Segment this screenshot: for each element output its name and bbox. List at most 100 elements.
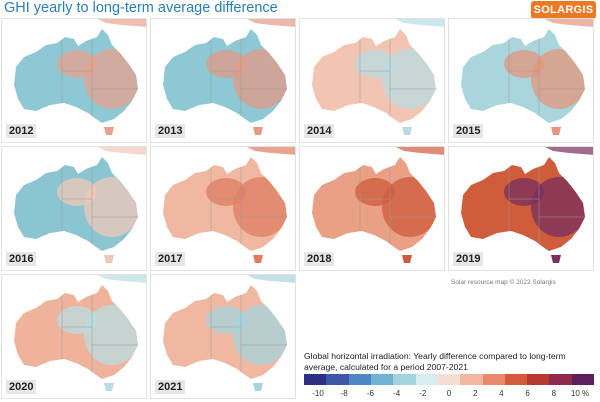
- anomaly-patch: [84, 49, 138, 109]
- page-title: GHI yearly to long-term average differen…: [4, 0, 278, 16]
- tasmania-shape: [402, 127, 412, 135]
- anomaly-patch: [206, 178, 246, 206]
- australia-map: [163, 275, 295, 391]
- legend-color-scale: [304, 374, 595, 385]
- year-label: 2020: [6, 380, 37, 394]
- tasmania-shape: [402, 255, 412, 263]
- anomaly-patch: [84, 177, 138, 237]
- papua-region: [247, 147, 295, 155]
- australia-map: [14, 147, 146, 263]
- legend-tick-label: 2: [472, 389, 478, 398]
- legend-tick-label: -2: [419, 389, 427, 398]
- legend-swatch: [348, 374, 371, 385]
- australia-map: [461, 19, 593, 135]
- year-label: 2012: [6, 124, 37, 138]
- anomaly-patch: [57, 306, 97, 334]
- year-label: 2016: [6, 252, 37, 266]
- legend-tick-label: 4: [499, 389, 504, 398]
- legend-tick-label: 0: [446, 389, 452, 398]
- legend-swatch: [415, 374, 438, 385]
- legend-tick-label: -8: [340, 389, 348, 398]
- credit-text: Solar resource map © 2022 Solargis: [451, 279, 556, 286]
- map-panel-2016: 2016: [1, 146, 147, 271]
- anomaly-patch: [57, 50, 97, 78]
- australia-map: [312, 19, 444, 135]
- map-panel-2015: 2015: [448, 18, 594, 143]
- anomaly-patch: [206, 50, 246, 78]
- papua-region: [98, 275, 146, 283]
- anomaly-patch: [382, 49, 436, 109]
- legend-swatch: [370, 374, 394, 385]
- anomaly-patch: [233, 305, 287, 365]
- year-label: 2014: [304, 124, 335, 138]
- tasmania-shape: [253, 127, 263, 135]
- legend-description: Global horizontal irradiation: Yearly di…: [304, 351, 566, 372]
- anomaly-patch: [165, 327, 217, 363]
- anomaly-patch: [165, 199, 217, 235]
- legend-swatch: [504, 374, 528, 385]
- papua-region: [247, 275, 295, 283]
- legend-tick-label: -6: [366, 389, 374, 398]
- map-panel-2020: 2020: [1, 274, 147, 399]
- legend-swatch: [460, 374, 483, 385]
- legend-tick-label: 8: [551, 389, 557, 398]
- anomaly-patch: [382, 177, 436, 237]
- legend-tick-label: 10 %: [570, 389, 590, 398]
- tasmania-shape: [253, 383, 263, 391]
- anomaly-patch: [314, 71, 366, 107]
- papua-region: [396, 19, 444, 27]
- anomaly-patch: [16, 327, 68, 363]
- tasmania-shape: [551, 127, 561, 135]
- legend-swatch: [527, 374, 550, 385]
- map-panel-2017: 2017: [150, 146, 296, 271]
- tasmania-shape: [551, 255, 561, 263]
- australia-map: [461, 147, 593, 263]
- legend-swatch: [304, 374, 327, 385]
- papua-region: [98, 147, 146, 155]
- australia-map: [163, 19, 295, 135]
- legend-swatch: [326, 374, 349, 385]
- map-panel-2014: 2014: [299, 18, 445, 143]
- map-panel-2018: 2018: [299, 146, 445, 271]
- anomaly-patch: [355, 178, 395, 206]
- tasmania-shape: [104, 383, 114, 391]
- australia-map: [14, 275, 146, 391]
- logo-text: SOLARGIS: [533, 4, 594, 16]
- year-label: 2015: [453, 124, 484, 138]
- anomaly-patch: [57, 178, 97, 206]
- anomaly-patch: [314, 199, 366, 235]
- anomaly-patch: [504, 178, 544, 206]
- anomaly-patch: [233, 177, 287, 237]
- map-panel-2021: 2021: [150, 274, 296, 399]
- legend-tick-label: -4: [393, 389, 401, 398]
- anomaly-patch: [531, 177, 585, 237]
- legend-tick-label: 6: [525, 389, 530, 398]
- papua-region: [545, 147, 593, 155]
- papua-region: [247, 19, 295, 27]
- year-label: 2018: [304, 252, 335, 266]
- australia-map: [163, 147, 295, 263]
- year-label: 2013: [155, 124, 186, 138]
- legend-swatch: [437, 374, 461, 385]
- map-panel-2013: 2013: [150, 18, 296, 143]
- anomaly-patch: [16, 199, 68, 235]
- anomaly-patch: [463, 71, 515, 107]
- anomaly-patch: [463, 199, 515, 235]
- solargis-logo: SOLARGIS: [531, 1, 596, 19]
- anomaly-patch: [16, 71, 68, 107]
- year-label: 2017: [155, 252, 186, 266]
- year-label: 2021: [155, 380, 186, 394]
- legend-swatch: [482, 374, 505, 385]
- anomaly-patch: [84, 305, 138, 365]
- year-label: 2019: [453, 252, 484, 266]
- legend-ticks: -10 -8 -6 -4 -2 0 2 4 6 8 10 %: [304, 389, 594, 400]
- legend-swatch: [393, 374, 416, 385]
- australia-map: [312, 147, 444, 263]
- tasmania-shape: [104, 255, 114, 263]
- australia-map: [14, 19, 146, 135]
- legend-swatch: [549, 374, 572, 385]
- legend-tick-label: -10: [312, 389, 324, 398]
- map-panel-2012: 2012: [1, 18, 147, 143]
- papua-region: [98, 19, 146, 27]
- anomaly-patch: [165, 71, 217, 107]
